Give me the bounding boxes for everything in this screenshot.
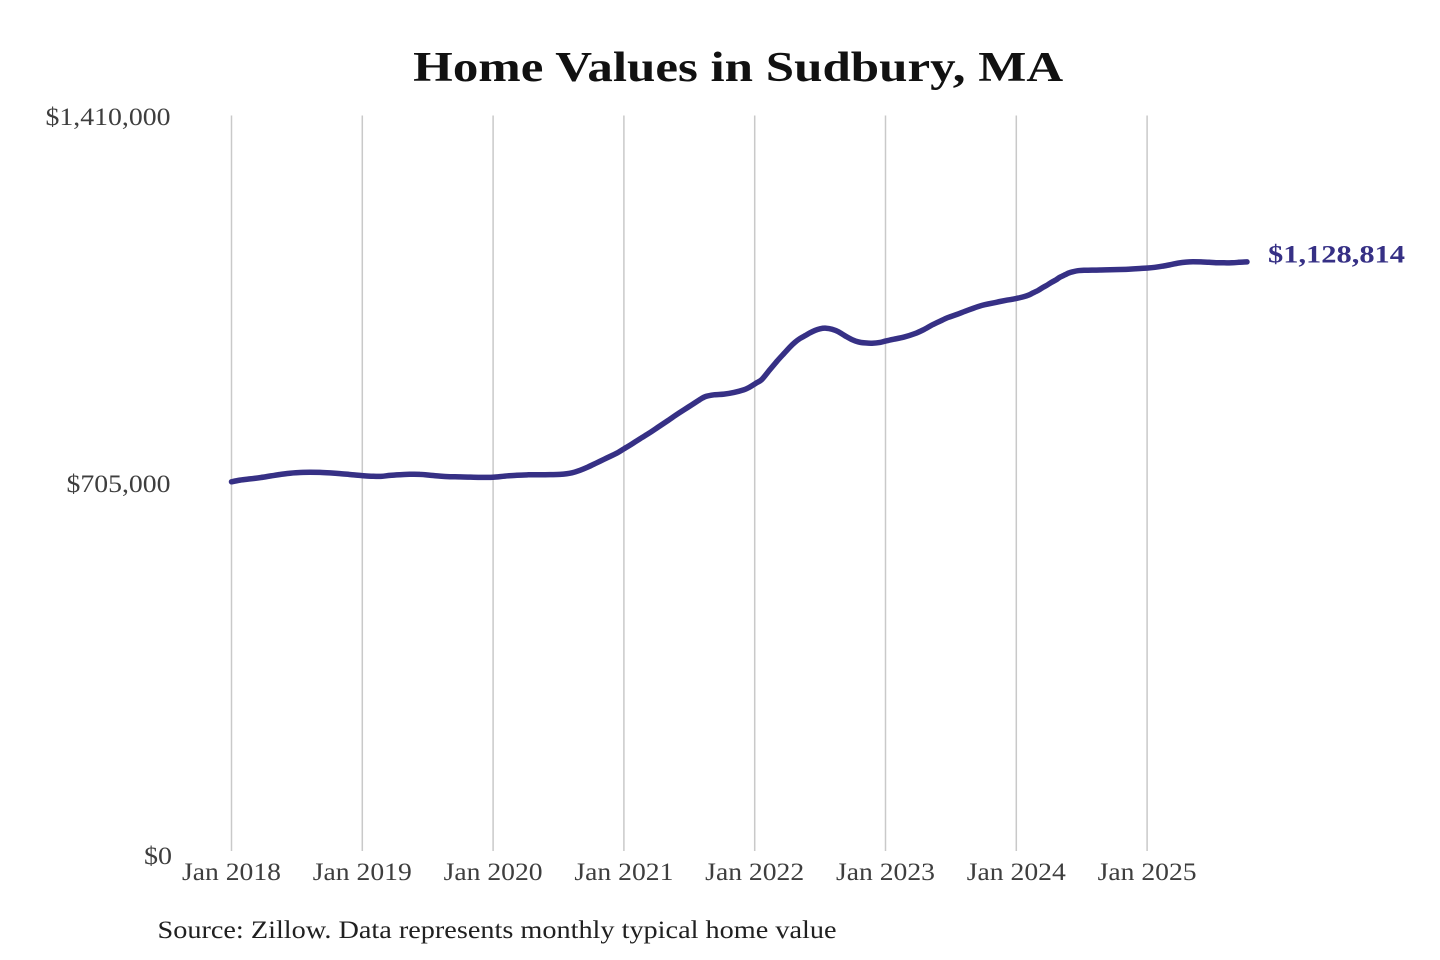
svg-text:Jan 2025: Jan 2025: [1098, 859, 1197, 886]
svg-text:Jan 2024: Jan 2024: [967, 859, 1067, 886]
svg-text:Home Values in Sudbury, MA: Home Values in Sudbury, MA: [413, 45, 1064, 91]
svg-text:Jan 2018: Jan 2018: [182, 859, 281, 886]
svg-text:Jan 2022: Jan 2022: [705, 859, 804, 886]
svg-text:$0: $0: [144, 843, 172, 870]
svg-text:$705,000: $705,000: [67, 471, 171, 498]
svg-text:$1,128,814: $1,128,814: [1268, 242, 1406, 269]
svg-text:Source: Zillow. Data represent: Source: Zillow. Data represents monthly …: [158, 917, 837, 944]
svg-text:Jan 2023: Jan 2023: [836, 859, 935, 886]
svg-text:Jan 2020: Jan 2020: [444, 859, 543, 886]
svg-text:Jan 2021: Jan 2021: [574, 859, 673, 886]
svg-text:Jan 2019: Jan 2019: [313, 859, 412, 886]
svg-text:$1,410,000: $1,410,000: [46, 104, 171, 131]
